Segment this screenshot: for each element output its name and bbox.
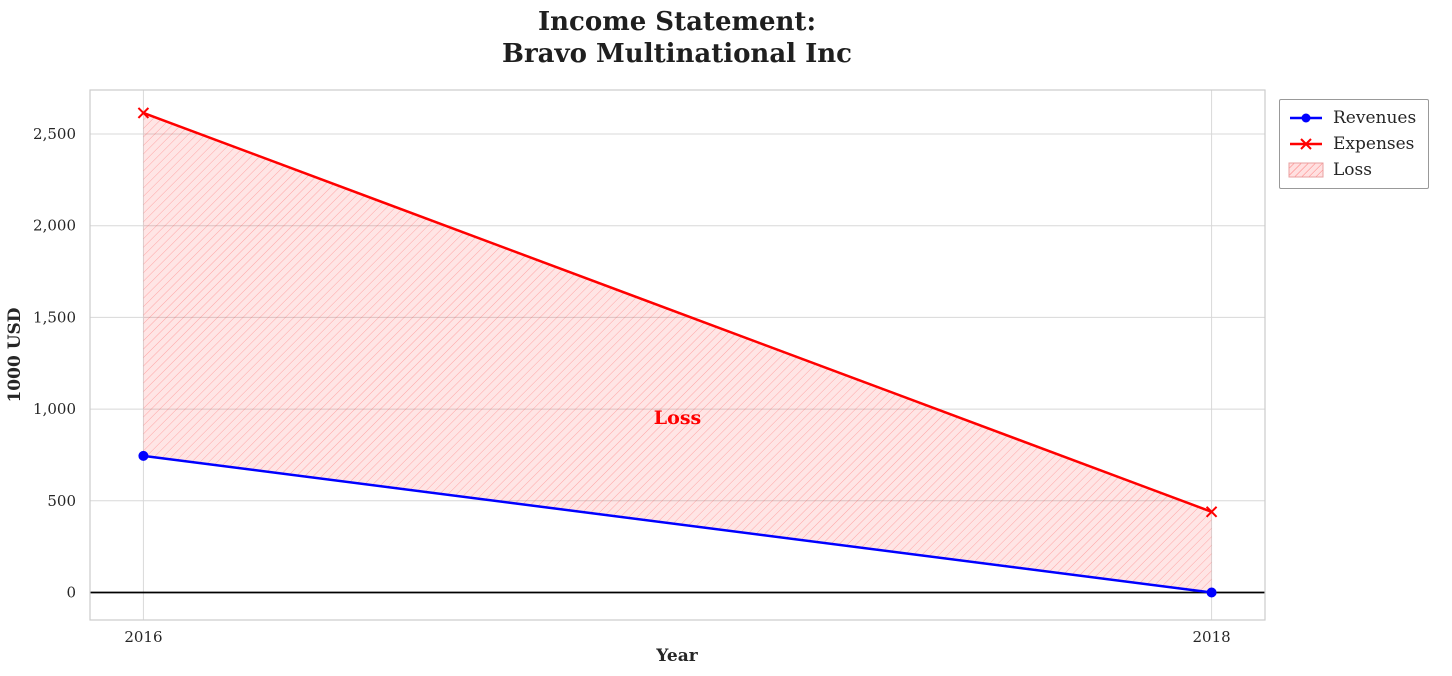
x-axis-label: Year	[655, 646, 698, 666]
x-tick-label: 2016	[124, 628, 162, 646]
y-tick-label: 1,000	[33, 400, 76, 418]
revenues-line	[143, 454, 1212, 594]
expenses-legend-marker-icon	[1290, 138, 1322, 150]
y-tick-label: 0	[66, 583, 76, 601]
chart-title-line2: Bravo Multinational Inc	[502, 39, 852, 69]
expenses-marker	[137, 107, 150, 119]
loss-fill-area	[143, 112, 1212, 593]
expenses-line	[142, 111, 1213, 513]
axes-border	[89, 89, 1266, 621]
revenues-marker	[138, 450, 149, 461]
legend: Revenues Expenses Loss	[1279, 99, 1430, 189]
x-tick-label: 2018	[1192, 628, 1230, 646]
y-tick-label: 1,500	[33, 308, 76, 326]
legend-item-revenues: Revenues	[1288, 108, 1416, 128]
y-tick-label: 500	[47, 492, 76, 510]
revenues-legend-marker-icon	[1290, 113, 1322, 123]
loss-legend-swatch-icon	[1288, 162, 1324, 178]
legend-label-loss: Loss	[1333, 160, 1372, 180]
revenues-marker	[1206, 587, 1217, 598]
y-tick-label: 2,000	[33, 217, 76, 235]
loss-annotation: Loss	[654, 407, 701, 429]
legend-label-revenues: Revenues	[1333, 108, 1417, 128]
legend-item-expenses: Expenses	[1288, 134, 1416, 154]
chart-layers: 0 500 1,000 1,500 2,000 2,500 2016 2018 Loss	[33, 89, 1266, 646]
y-axis-label: 1000 USD	[5, 307, 25, 402]
legend-item-loss: Loss	[1288, 160, 1416, 180]
expenses-marker	[1205, 506, 1218, 518]
chart-title-line1: Income Statement:	[538, 7, 816, 37]
legend-label-expenses: Expenses	[1333, 134, 1415, 154]
y-tick-label: 2,500	[33, 125, 76, 143]
